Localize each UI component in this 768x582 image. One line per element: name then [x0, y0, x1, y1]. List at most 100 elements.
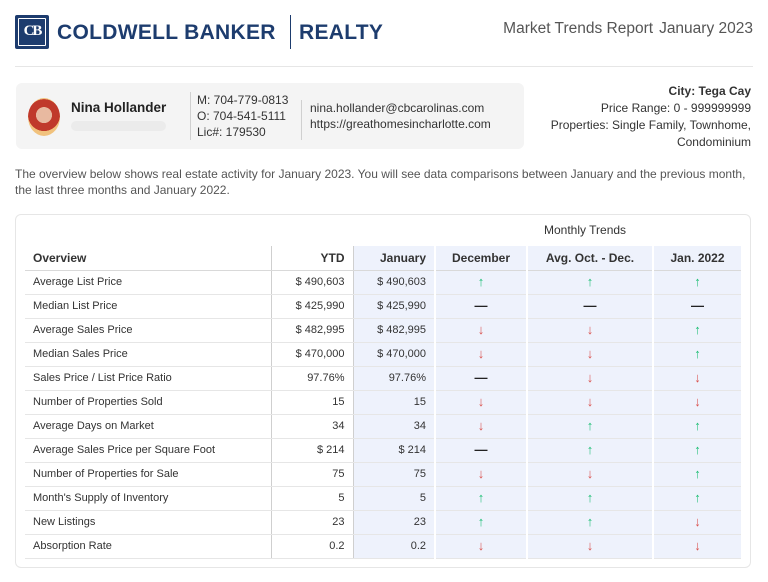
monthly-trends-label: Monthly Trends: [544, 223, 627, 237]
trend-jan-2022: ↑: [653, 270, 741, 295]
arrow-down-icon: ↓: [694, 369, 701, 385]
filter-properties-cont: Condominium: [676, 135, 751, 149]
row-label: Median List Price: [25, 294, 272, 319]
table-row: New Listings 23 23 ↑ ↑ ↓: [25, 510, 741, 535]
trend-avg-oct-dec: ↑: [527, 270, 654, 295]
trend-avg-oct-dec: ↑: [527, 438, 654, 463]
trend-avg-oct-dec: ↓: [527, 462, 654, 487]
ytd-value: 97.76%: [271, 366, 354, 391]
table-row: Sales Price / List Price Ratio 97.76% 97.7…: [25, 366, 741, 391]
arrow-up-icon: ↑: [694, 345, 701, 361]
arrow-up-icon: ↑: [586, 441, 594, 457]
row-label: Average Days on Market: [25, 414, 272, 439]
report-header: CB COLDWELL BANKER REALTY Market Trends …: [15, 14, 753, 52]
arrow-down-icon: ↓: [586, 537, 594, 553]
dash-icon: —: [474, 441, 488, 457]
table-row: Average Sales Price $ 482,995 $ 482,995 ↓ ↓ ↑: [25, 318, 741, 343]
trend-december: ↑: [435, 270, 528, 295]
arrow-up-icon: ↑: [477, 489, 485, 505]
ytd-value: $ 482,995: [271, 318, 354, 343]
trend-december: ↓: [435, 318, 528, 343]
agent-phones: M: 704-779-0813 O: 704-541-5111 Lic#: 17…: [190, 92, 288, 140]
arrow-up-icon: ↑: [694, 441, 701, 457]
dash-icon: —: [583, 297, 597, 313]
arrow-down-icon: ↓: [477, 465, 485, 481]
report-period: January 2023: [659, 20, 753, 37]
arrow-up-icon: ↑: [694, 489, 701, 505]
ytd-value: 0.2: [271, 534, 354, 559]
trend-jan-2022: ↑: [653, 438, 741, 463]
arrow-down-icon: ↓: [586, 321, 594, 337]
row-label: Median Sales Price: [25, 342, 272, 367]
table-header-row: Overview YTD January December Avg. Oct. …: [25, 246, 741, 271]
report-filters: City: Tega Cay Price Range: 0 - 99999999…: [551, 83, 751, 151]
trend-jan-2022: ↑: [653, 414, 741, 439]
arrow-up-icon: ↑: [694, 465, 701, 481]
trends-table: Overview YTD January December Avg. Oct. …: [25, 246, 741, 559]
agent-mobile[interactable]: M: 704-779-0813: [197, 93, 289, 107]
arrow-up-icon: ↑: [586, 489, 594, 505]
col-jan-2022: Jan. 2022: [653, 246, 741, 271]
trend-december: ↓: [435, 534, 528, 559]
trend-jan-2022: —: [653, 294, 741, 319]
january-value: 15: [353, 390, 436, 415]
table-body: Average List Price $ 490,603 $ 490,603 ↑ ↑ ↑ M…: [25, 270, 741, 559]
trend-december: ↓: [435, 342, 528, 367]
agent-office[interactable]: O: 704-541-5111: [197, 109, 286, 123]
col-avg-oct-dec: Avg. Oct. - Dec.: [527, 246, 654, 271]
trend-jan-2022: ↑: [653, 318, 741, 343]
intro-text: The overview below shows real estate act…: [15, 167, 746, 197]
january-value: 0.2: [353, 534, 436, 559]
trend-december: ↑: [435, 486, 528, 511]
brand-sub: REALTY: [299, 21, 384, 44]
arrow-down-icon: ↓: [694, 393, 701, 409]
arrow-down-icon: ↓: [694, 513, 701, 529]
agent-website[interactable]: https://greathomesincharlotte.com: [310, 117, 491, 131]
table-row: Number of Properties for Sale 75 75 ↓ ↓ ↑: [25, 462, 741, 487]
ytd-value: 34: [271, 414, 354, 439]
trend-jan-2022: ↑: [653, 462, 741, 487]
trend-avg-oct-dec: ↑: [527, 414, 654, 439]
col-ytd: YTD: [271, 246, 354, 271]
avatar: [28, 98, 60, 136]
row-label: Absorption Rate: [25, 534, 272, 559]
report-title-text: Market Trends Report: [503, 20, 654, 37]
trend-avg-oct-dec: ↑: [527, 486, 654, 511]
cb-logo: CB: [15, 15, 49, 49]
ytd-value: $ 470,000: [271, 342, 354, 367]
agent-name: Nina Hollander: [71, 100, 167, 115]
trend-avg-oct-dec: ↓: [527, 366, 654, 391]
arrow-down-icon: ↓: [477, 417, 485, 433]
trend-avg-oct-dec: ↓: [527, 534, 654, 559]
brand-name: COLDWELL BANKER: [57, 21, 276, 44]
january-value: $ 482,995: [353, 318, 436, 343]
trend-jan-2022: ↑: [653, 342, 741, 367]
arrow-up-icon: ↑: [477, 273, 485, 289]
arrow-down-icon: ↓: [586, 345, 594, 361]
table-row: Average Days on Market 34 34 ↓ ↑ ↑: [25, 414, 741, 439]
arrow-down-icon: ↓: [586, 465, 594, 481]
january-value: 5: [353, 486, 436, 511]
arrow-down-icon: ↓: [586, 393, 594, 409]
trends-table-card: [15, 214, 751, 568]
ytd-value: $ 425,990: [271, 294, 354, 319]
trend-jan-2022: ↓: [653, 534, 741, 559]
table-row: Average List Price $ 490,603 $ 490,603 ↑ ↑ ↑: [25, 270, 741, 295]
arrow-up-icon: ↑: [477, 513, 485, 529]
row-label: New Listings: [25, 510, 272, 535]
col-overview: Overview: [25, 246, 272, 271]
trend-december: ↓: [435, 462, 528, 487]
trend-december: —: [435, 294, 528, 319]
ytd-value: $ 214: [271, 438, 354, 463]
filter-properties: Properties: Single Family, Townhome,: [550, 118, 751, 132]
dash-icon: —: [474, 297, 488, 313]
header-divider: [15, 66, 753, 67]
arrow-down-icon: ↓: [477, 537, 485, 553]
filter-price-range: Price Range: 0 - 999999999: [600, 101, 751, 115]
arrow-down-icon: ↓: [477, 345, 485, 361]
dash-icon: —: [691, 297, 704, 313]
arrow-down-icon: ↓: [477, 321, 485, 337]
ytd-value: 75: [271, 462, 354, 487]
agent-email[interactable]: nina.hollander@cbcarolinas.com: [310, 101, 485, 115]
trend-avg-oct-dec: ↑: [527, 510, 654, 535]
